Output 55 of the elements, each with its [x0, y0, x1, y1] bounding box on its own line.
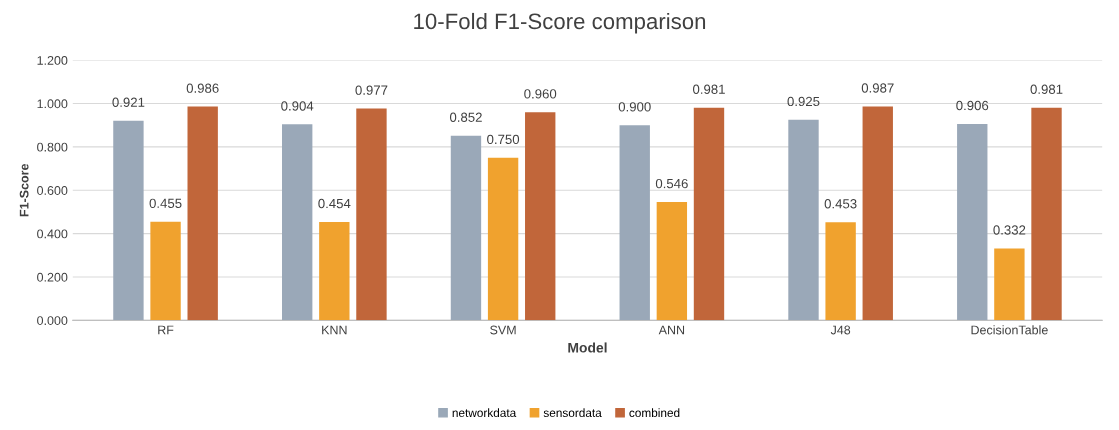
x-tick-label: KNN: [322, 325, 347, 335]
x-tick-label: ANN: [658, 325, 685, 335]
chart-title: 10-Fold F1-Score comparison: [414, 12, 706, 34]
data-label: 0.453: [824, 199, 857, 209]
bar: [525, 112, 556, 321]
bar: [825, 222, 856, 321]
y-tick-label: 0.200: [37, 272, 68, 282]
y-tick-label: 0.800: [37, 142, 68, 152]
y-tick-label: 1.000: [37, 99, 68, 109]
y-tick-label: 0.000: [37, 316, 68, 325]
x-tick-label: RF: [158, 325, 174, 335]
data-label: 0.332: [993, 225, 1026, 235]
y-tick-label: 0.600: [37, 186, 68, 195]
bar: [1031, 107, 1062, 321]
data-label: 0.981: [693, 84, 725, 94]
bar: [788, 119, 819, 321]
legend-label: networkdata: [452, 408, 517, 418]
y-axis-title: F1-Score: [19, 163, 29, 217]
bar: [282, 124, 313, 321]
bar: [113, 120, 144, 321]
bar: [150, 221, 181, 321]
data-label: 0.454: [318, 198, 351, 209]
bar: [862, 106, 893, 321]
x-axis-title: Model: [568, 342, 607, 353]
bar: [994, 248, 1025, 321]
bar: [487, 157, 519, 321]
x-tick-label: J48: [830, 325, 851, 335]
data-label: 0.925: [787, 96, 820, 107]
x-tick-label: SVM: [490, 325, 516, 335]
data-label: 0.455: [149, 198, 182, 208]
legend-label: combined: [629, 408, 680, 418]
y-tick-label: 1.200: [37, 56, 68, 65]
data-label: 0.981: [1030, 84, 1063, 94]
data-label: 0.977: [355, 85, 388, 95]
data-label: 0.904: [281, 101, 314, 111]
data-label: 0.906: [956, 100, 989, 111]
bar: [656, 201, 688, 321]
bar: [319, 221, 350, 321]
bar: [619, 125, 650, 321]
bar: [957, 123, 988, 321]
bar: [693, 107, 725, 321]
bar: [450, 135, 482, 321]
data-label: 0.546: [655, 178, 688, 189]
data-label: 0.921: [112, 97, 145, 107]
bar: [356, 108, 387, 321]
data-label: 0.900: [618, 102, 651, 112]
data-label: 0.960: [524, 89, 557, 99]
data-label: 0.986: [186, 83, 219, 93]
data-label: 0.852: [449, 112, 482, 122]
data-label: 0.750: [487, 134, 520, 145]
data-label: 0.987: [861, 83, 894, 93]
y-tick-label: 0.400: [37, 229, 68, 239]
x-tick-label: DecisionTable: [971, 325, 1048, 335]
bar: [187, 106, 218, 321]
legend-label: sensordata: [543, 408, 602, 418]
